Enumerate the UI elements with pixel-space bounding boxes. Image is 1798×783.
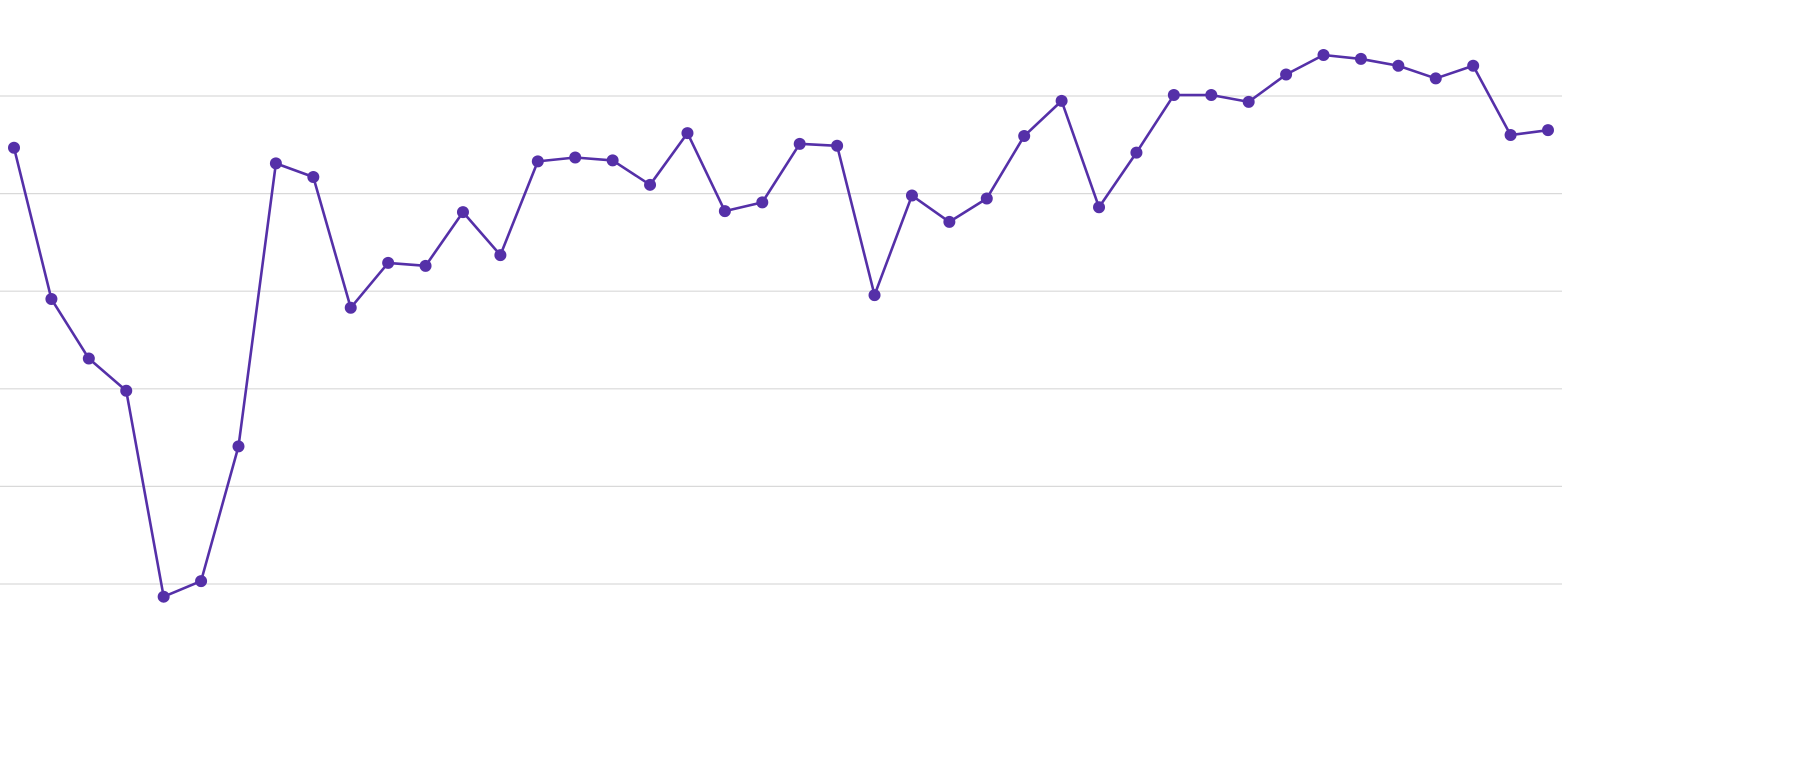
point [1205,89,1218,102]
point [1167,89,1180,102]
point [1429,72,1442,85]
point [344,301,357,314]
point [905,189,918,202]
point [82,352,95,365]
point [1055,94,1068,107]
point [494,249,507,262]
point [456,206,469,219]
point [1392,59,1405,72]
point [644,178,657,191]
point [718,205,731,218]
point [1542,124,1554,137]
point [1093,201,1106,214]
line [12,53,1549,598]
point [1130,146,1143,159]
point [868,289,881,302]
point [45,293,58,306]
point [831,139,844,152]
point [1354,52,1367,65]
point [382,256,395,269]
point [1317,49,1330,62]
point [569,151,582,164]
point [232,440,245,453]
point [1242,95,1255,108]
point [157,590,170,603]
point [531,155,544,168]
point [943,215,956,228]
point [1280,68,1293,81]
point [756,196,769,209]
point [419,259,432,272]
point [1504,129,1517,142]
point [8,141,20,154]
point [681,127,694,140]
point [1467,59,1480,72]
point [307,171,320,184]
point [269,157,282,170]
point [195,575,208,588]
point [120,384,133,397]
point [606,154,619,167]
point [793,137,806,150]
point [1018,130,1031,143]
point [980,192,993,205]
